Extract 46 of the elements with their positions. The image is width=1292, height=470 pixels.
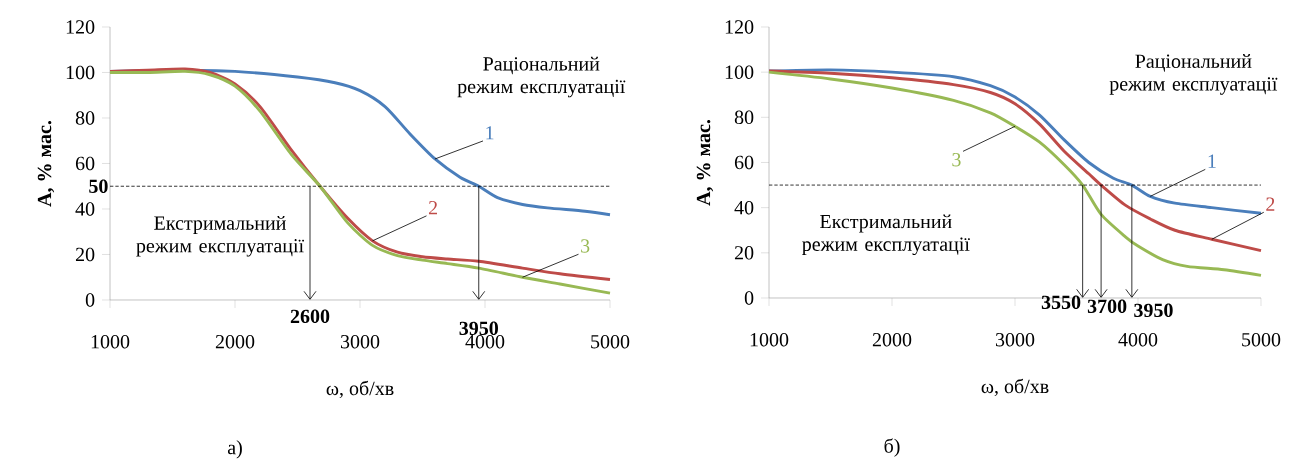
annotation: 3550 <box>1041 295 1081 310</box>
y-tick-label: 20 <box>75 247 95 262</box>
annotation: 3950 <box>1134 303 1173 318</box>
annotation: Раціональний режим експлуатації <box>457 56 626 98</box>
text: 3 <box>952 152 961 167</box>
x-tick-label: 1000 <box>750 332 789 347</box>
series-label: 1 <box>1208 154 1216 168</box>
text: 2 <box>1266 197 1275 211</box>
x-tick-label: 5000 <box>1242 332 1281 347</box>
annotation: Екстримальний режим експлуатації <box>136 215 305 257</box>
text: 1 <box>486 126 494 140</box>
y-tick-label: 0 <box>744 291 754 305</box>
annotation: Екстримальний режим експлуатації <box>802 214 970 256</box>
x-tick-label: 4000 <box>1118 332 1158 347</box>
annotation: 3950 <box>459 321 498 336</box>
y-axis-title: А, % мас. <box>696 119 714 206</box>
y-tick-label: 80 <box>734 110 754 125</box>
x-tick-label: 1000 <box>91 334 130 349</box>
y-tick-label: 100 <box>66 65 95 80</box>
series-label: 3 <box>581 239 590 253</box>
y-tick-label: 60 <box>734 155 754 170</box>
x-tick-label: 3000 <box>340 334 380 349</box>
x-tick-label: 2000 <box>872 332 912 347</box>
y-tick-label: 40 <box>75 202 95 216</box>
x-tick-label: 2000 <box>215 334 255 349</box>
x-tick-label: 4000 <box>465 334 505 349</box>
annotation: 2600 <box>290 309 330 324</box>
text: а) <box>227 440 242 459</box>
annotation: Раціональний режим експлуатації <box>1109 54 1278 95</box>
x-tick-label: 5000 <box>591 334 630 349</box>
text: б) <box>884 438 900 457</box>
y-tick-label: 80 <box>75 111 95 125</box>
x-axis-title: ω, об/хв <box>326 380 394 399</box>
x-axis-title: ω, об/хв <box>981 378 1049 397</box>
y-tick-label: 120 <box>66 20 95 34</box>
y-tick-label: 60 <box>75 156 95 171</box>
y-tick-label: 100 <box>725 65 754 79</box>
y-axis-title: А, % мас. <box>37 120 55 207</box>
y-tick-label: 40 <box>734 200 754 215</box>
y-tick-label: 120 <box>725 20 754 34</box>
text: 2 <box>428 201 437 215</box>
ref-line-label: 50 <box>89 179 108 193</box>
annotation: 3700 <box>1087 299 1127 314</box>
y-tick-label: 20 <box>734 246 754 260</box>
x-tick-label: 3000 <box>995 332 1035 347</box>
y-tick-label: 0 <box>85 293 95 307</box>
